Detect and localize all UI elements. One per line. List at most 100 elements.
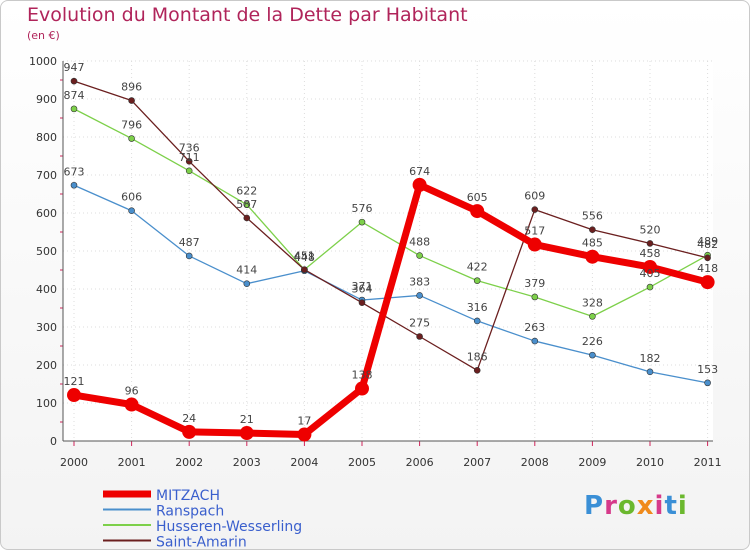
x-tick-label: 2004	[290, 456, 318, 469]
data-point	[473, 277, 481, 284]
data-label: 21	[240, 413, 254, 426]
x-tick-label: 2002	[175, 456, 203, 469]
data-point	[243, 280, 251, 287]
data-point	[646, 240, 654, 247]
data-point	[473, 367, 481, 374]
y-tick-label: 600	[36, 207, 57, 220]
data-point	[646, 368, 654, 376]
data-point	[358, 299, 366, 306]
data-label: 383	[409, 275, 430, 288]
data-label: 711	[179, 151, 200, 164]
data-label: 896	[121, 81, 142, 94]
data-point	[704, 254, 711, 262]
data-point	[185, 252, 193, 260]
y-tick-label: 100	[36, 397, 57, 410]
data-label: 489	[697, 235, 718, 248]
data-label: 422	[467, 261, 488, 274]
data-point	[589, 226, 596, 234]
data-point	[185, 158, 193, 165]
x-tick-label: 2006	[406, 456, 434, 469]
y-tick-label: 200	[36, 359, 57, 372]
x-tick-label: 2005	[348, 456, 376, 469]
data-label: 414	[236, 264, 257, 277]
data-point	[589, 351, 596, 359]
data-point	[182, 424, 197, 439]
data-label: 520	[640, 223, 661, 236]
data-point	[239, 426, 254, 441]
legend-label: Husseren-Wesserling	[156, 519, 302, 535]
data-point	[704, 379, 711, 387]
data-label: 275	[409, 317, 430, 330]
data-label: 587	[236, 198, 257, 211]
legend-label: Saint-Amarin	[156, 535, 247, 550]
data-label: 182	[640, 352, 661, 365]
data-label: 418	[697, 262, 718, 275]
data-label: 24	[182, 412, 196, 425]
data-label: 371	[352, 280, 373, 293]
data-point	[531, 206, 539, 213]
data-point	[67, 388, 81, 403]
data-point	[412, 177, 427, 192]
y-tick-label: 400	[36, 283, 57, 296]
y-tick-label: 500	[36, 245, 57, 258]
data-point	[473, 317, 481, 325]
data-label: 576	[352, 202, 373, 215]
data-point	[297, 427, 312, 442]
x-tick-label: 2008	[521, 456, 549, 469]
data-point	[355, 381, 369, 396]
x-tick-label: 2011	[694, 456, 722, 469]
data-label: 96	[125, 385, 139, 398]
data-point	[589, 313, 596, 320]
data-point	[128, 135, 135, 142]
data-point	[531, 337, 539, 345]
series-line-mitzach	[73, 181, 709, 439]
data-point	[243, 214, 251, 222]
y-tick-label: 700	[36, 169, 57, 182]
y-tick-label: 800	[36, 131, 57, 144]
data-point	[124, 397, 139, 412]
data-point	[527, 237, 542, 252]
data-label: 451	[294, 250, 315, 263]
x-tick-label: 2010	[636, 456, 664, 469]
data-label: 556	[582, 210, 603, 223]
data-label: 874	[64, 89, 85, 102]
data-label: 379	[524, 277, 545, 290]
data-label: 482	[697, 238, 718, 251]
data-point	[185, 167, 193, 175]
data-label: 488	[409, 236, 430, 249]
y-tick-label: 0	[50, 435, 57, 448]
data-point	[128, 97, 135, 104]
data-label: 226	[582, 335, 603, 348]
data-point	[70, 77, 78, 85]
data-label: 622	[236, 185, 257, 198]
data-label: 364	[352, 283, 373, 296]
data-label: 186	[467, 350, 488, 363]
data-point	[646, 283, 654, 291]
data-point	[531, 293, 539, 301]
data-label: 736	[179, 141, 200, 154]
data-point	[643, 259, 657, 274]
data-label: 673	[64, 165, 85, 178]
x-tick-label: 2009	[578, 456, 606, 469]
data-label: 328	[582, 296, 603, 309]
data-label: 609	[524, 190, 545, 203]
data-label: 605	[467, 191, 488, 204]
data-label: 485	[582, 237, 603, 250]
data-point	[243, 201, 251, 208]
data-label: 316	[467, 301, 488, 314]
data-point	[70, 105, 78, 113]
data-label: 796	[121, 119, 142, 132]
data-label: 121	[64, 375, 85, 388]
x-tick-label: 2000	[60, 456, 88, 469]
data-label: 674	[409, 165, 430, 178]
series-line-husseren-wesserling	[73, 108, 708, 318]
x-tick-label: 2007	[463, 456, 491, 469]
data-label: 153	[697, 363, 718, 376]
data-label: 263	[524, 321, 545, 334]
y-tick-label: 900	[36, 93, 57, 106]
chart-subtitle: (en €)	[27, 29, 60, 42]
data-point	[416, 292, 423, 299]
data-label: 606	[121, 191, 142, 204]
data-label: 17	[297, 415, 311, 428]
